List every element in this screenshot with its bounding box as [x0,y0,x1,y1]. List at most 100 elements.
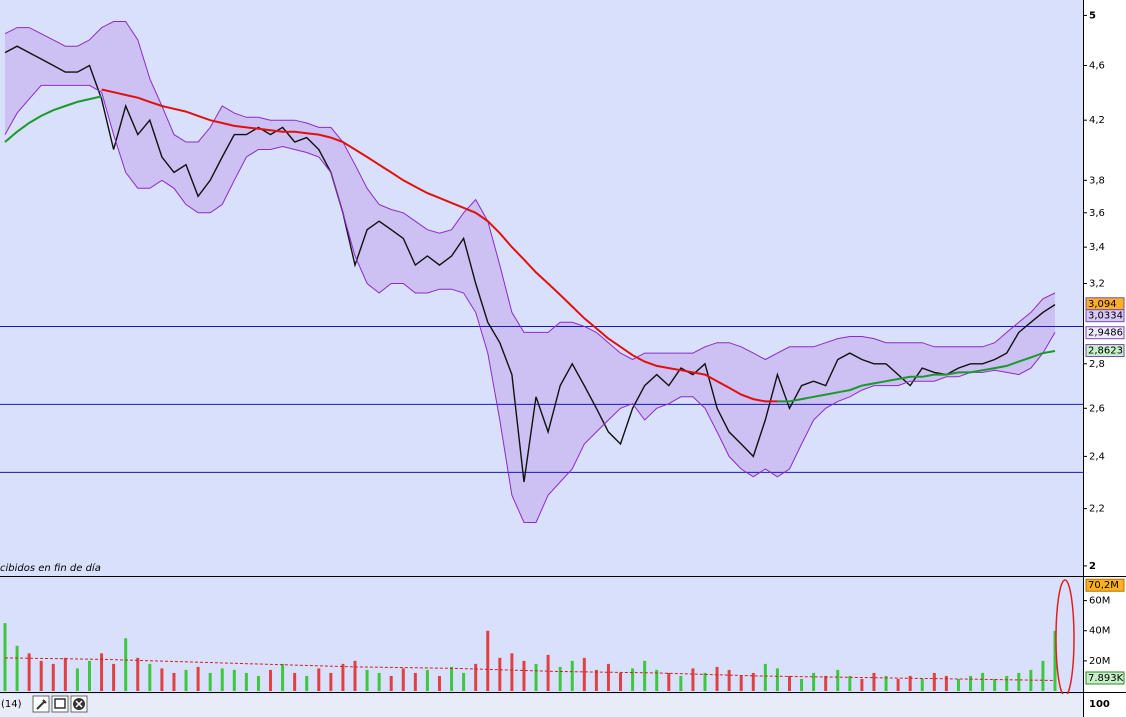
y-tick-label: 2,6 [1089,403,1105,414]
volume-bar [3,623,7,691]
volume-bar [932,672,936,691]
price-tag [1085,344,1125,358]
indicator-line [4,84,1056,523]
volume-bar [401,668,405,691]
volume-bar [631,668,635,691]
volume-bar [619,672,623,691]
volume-bar [908,675,912,691]
volume-bar [148,663,152,691]
indicator-line [101,88,778,403]
volume-bar [208,672,212,691]
volume-bar [184,669,188,691]
volume-bar [981,672,985,691]
volume-bar [486,630,490,691]
volume-bar [896,678,900,691]
volume-bar [787,675,791,691]
y-tick-label: 4,6 [1089,61,1105,72]
volume-bar [534,663,538,691]
volume-bar [606,663,610,691]
volume-bar [582,657,586,691]
volume-bar [775,668,779,691]
y-tick-label: 5 [1089,10,1096,21]
volume-bar [27,653,31,691]
indicator-line [4,21,1056,361]
volume-bar [329,672,333,691]
volume-bar [703,672,707,691]
volume-bar [281,663,285,691]
volume-tag [1085,578,1125,592]
volume-bar [256,675,260,691]
volume-bar [63,657,67,691]
volume-bar [100,653,104,691]
y-tick-label: 3,8 [1089,175,1105,186]
volume-bar [389,675,393,691]
volume-bar [836,669,840,691]
volume-bar [15,645,19,691]
volume-bar [800,678,804,691]
volume-bar [944,675,948,691]
y-tick-label: 40M [1089,626,1110,637]
volume-bar [655,669,659,691]
volume-bar [232,669,236,691]
volume-bar [220,668,224,691]
y-tick-label: 4,2 [1089,115,1105,126]
price-tag-label: 3,0334 [1088,311,1123,322]
volume-bar [594,669,598,691]
volume-bar [413,672,417,691]
close-x [75,700,83,708]
volume-bar [172,672,176,691]
volume-bar [160,668,164,691]
indicator-tick: 100 [1089,699,1110,710]
volume-bar [546,654,550,691]
band-fill [5,21,1055,523]
y-tick-label: 3,6 [1089,208,1105,219]
volume-bar [317,668,321,691]
volume-bar [860,678,864,691]
volume-bar [269,669,273,691]
volume-bar [739,675,743,691]
volume-bar [522,660,526,691]
volume-bar [437,675,441,691]
volume-bar [763,663,767,691]
volume-bar [691,668,695,691]
y-tick-label: 2,2 [1089,504,1105,515]
y-tick-label: 2 [1089,561,1096,572]
price-tag [1085,326,1125,340]
annotation: cibidos en fin de día [0,562,101,574]
volume-bar [425,669,429,691]
volume-bar [715,666,719,691]
indicator-line [4,95,1056,403]
wrench-icon [36,699,47,710]
volume-bar [474,663,478,691]
volume-bar [450,666,454,691]
volume-tag-label: 70,2M [1088,580,1119,591]
volume-bar [39,660,43,691]
volume-bar [993,678,997,691]
volume-bar [969,675,973,691]
volume-bar [365,669,369,691]
volume-bar [244,672,248,691]
volume-bar [643,660,647,691]
y-tick-label: 3,4 [1089,242,1105,253]
volume-bar [377,672,381,691]
volume-bar [1041,660,1045,691]
toolbar-icons[interactable] [32,695,88,713]
plot: 5 4,6 4,2 3,8 3,6 3,4 3,2 2,8 2,6 2,4 2,2 2 3,0943,0… [0,10,1125,691]
price-tag-label: 2,9486 [1088,328,1123,339]
volume-bar [136,657,140,691]
price-tag-label: 2,8623 [1088,346,1123,357]
window-icon [54,698,66,709]
volume-bar [112,663,116,691]
volume-bar [498,657,502,691]
volume-bar [510,653,514,691]
volume-bar [462,672,466,691]
volume-bar [353,660,357,691]
volume-bar [1017,672,1021,691]
volume-bar [293,672,297,691]
volume-bar [824,675,828,691]
volume-bar [75,668,79,691]
price-tag [1085,309,1125,323]
volume-bar [305,675,309,691]
volume-bar [956,678,960,691]
